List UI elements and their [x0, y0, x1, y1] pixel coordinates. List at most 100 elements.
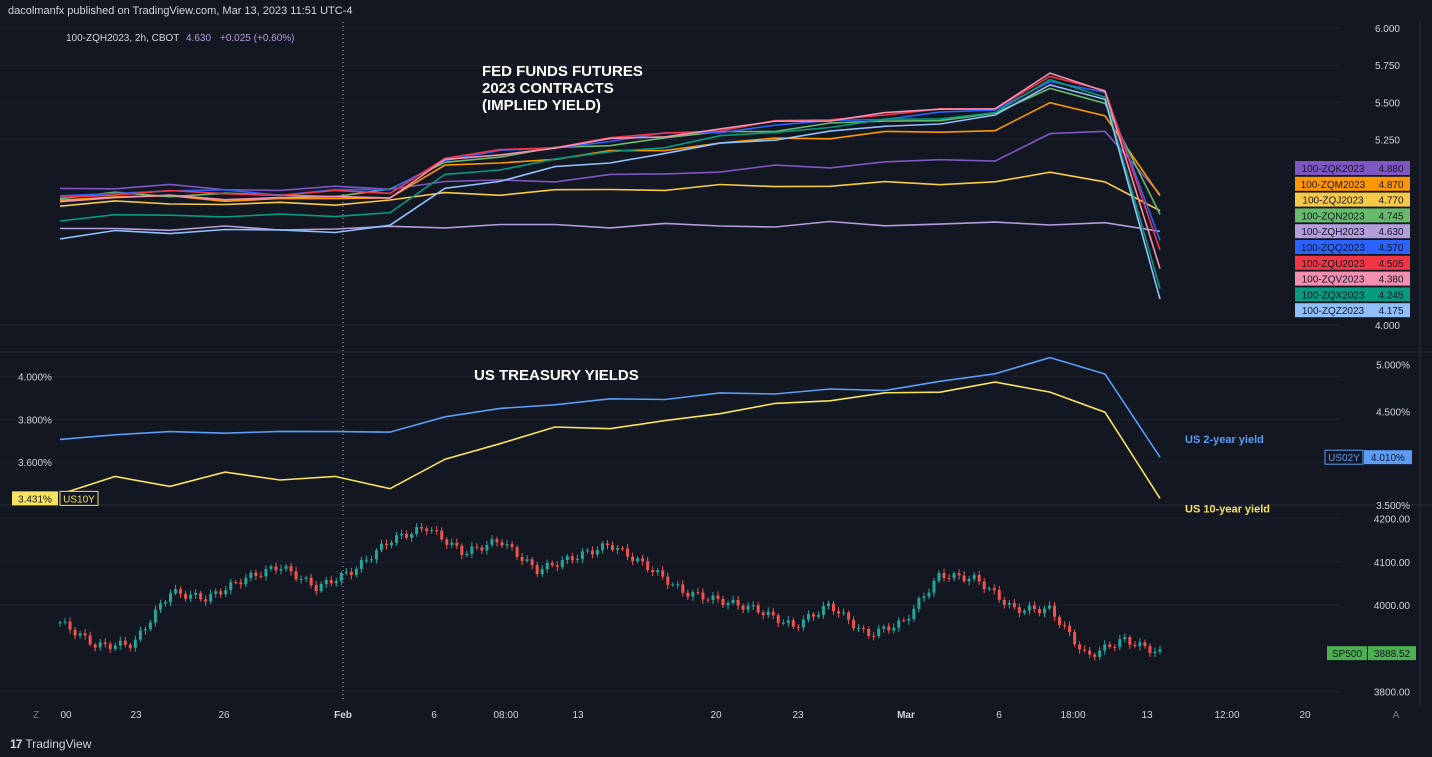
candle-body	[1098, 650, 1102, 657]
series-value-badge	[1372, 161, 1410, 175]
candle-body	[475, 546, 479, 548]
candle-body	[766, 611, 770, 616]
candle-body	[1133, 644, 1137, 647]
candle-body	[234, 582, 238, 584]
candle-body	[505, 544, 509, 546]
series-name-badge	[1295, 255, 1372, 270]
candle-body	[324, 579, 328, 584]
series-name-label: 100-ZQN2023	[1301, 211, 1365, 222]
candle-body	[927, 592, 931, 597]
candle-body	[98, 642, 102, 648]
candle-body	[651, 570, 655, 573]
series-name-badge	[1295, 192, 1372, 207]
candle-body	[616, 548, 620, 550]
series-name-label: 100-ZQV2023	[1302, 275, 1365, 286]
candle-body	[329, 579, 333, 584]
candle-body	[892, 627, 896, 631]
series-value-label: 4.245	[1378, 290, 1403, 301]
sp-y-tick: 3800.00	[1374, 687, 1411, 698]
candle-body	[1017, 607, 1021, 613]
candle-body	[430, 530, 434, 532]
candle-body	[78, 633, 82, 636]
candle-body	[786, 620, 790, 623]
candle-body	[113, 645, 117, 649]
candle-body	[239, 582, 243, 585]
us10y-value: 3.431%	[18, 494, 52, 505]
candle-body	[445, 539, 449, 545]
candle-body	[686, 592, 690, 597]
candle-body	[912, 608, 916, 619]
candle-body	[857, 628, 861, 630]
series-value-label: 4.380	[1378, 275, 1403, 286]
candle-body	[937, 572, 941, 581]
candle-body	[862, 628, 866, 630]
candle-body	[952, 573, 956, 579]
candle-body	[425, 528, 429, 532]
series-name-badge	[1295, 224, 1372, 239]
series-value-badge	[1372, 192, 1410, 207]
candle-body	[304, 577, 308, 579]
series-name-badge	[1295, 208, 1372, 223]
candle-body	[967, 578, 971, 582]
fed-y-tick: 5.750	[1375, 61, 1400, 72]
candle-body	[344, 571, 348, 573]
candle-body	[294, 571, 298, 580]
tradingview-brand: TradingView	[25, 737, 92, 751]
sp500-candles[interactable]	[58, 522, 1162, 661]
candle-body	[1002, 599, 1006, 605]
candle-body	[410, 534, 414, 538]
series-name-label: 100-ZQM2023	[1301, 180, 1366, 191]
candle-body	[530, 559, 534, 566]
x-tick: Feb	[334, 710, 352, 721]
fed-funds-series[interactable]	[59, 72, 1161, 300]
series-value-label: 4.745	[1378, 211, 1403, 222]
sp500-value: 3888.52	[1374, 649, 1411, 660]
candle-body	[374, 550, 378, 560]
us02y-name: US02Y	[1328, 453, 1360, 464]
candle-body	[711, 595, 715, 601]
series-name-label: 100-ZQX2023	[1302, 290, 1365, 301]
candle-body	[199, 592, 203, 600]
candle-body	[274, 566, 278, 571]
candle-body	[736, 599, 740, 606]
candle-body	[535, 565, 539, 574]
tradingview-logo[interactable]: 17 TradingView	[10, 737, 91, 751]
candle-body	[179, 589, 183, 594]
treasury-series-label: US 10-year yield	[1185, 503, 1270, 515]
candle-body	[656, 570, 660, 573]
candle-body	[1063, 624, 1067, 626]
candle-body	[384, 543, 388, 546]
candle-body	[842, 612, 846, 614]
x-tick: 23	[130, 710, 142, 721]
candle-body	[917, 598, 921, 609]
footer: 17 TradingView	[0, 728, 1432, 757]
header: dacolmanfx published on TradingView.com,…	[0, 0, 1432, 22]
series-name-label: 100-ZQK2023	[1302, 164, 1365, 175]
fed-series-line	[59, 101, 1161, 203]
candle-body	[796, 626, 800, 628]
candle-body	[435, 530, 439, 532]
candle-body	[932, 580, 936, 593]
candle-body	[1093, 654, 1097, 657]
candle-body	[405, 533, 409, 538]
candle-body	[229, 582, 233, 591]
treasury-series[interactable]	[59, 356, 1161, 499]
candle-body	[867, 628, 871, 636]
candle-body	[821, 606, 825, 615]
right-y-tick: 3.500%	[1376, 501, 1410, 512]
chart-area[interactable]: 6.000 5.750 5.500 5.250 4.000 100-ZQK2023 4.88…	[0, 18, 1432, 728]
series-value-badge	[1372, 208, 1410, 223]
x-tick: 6	[431, 710, 437, 721]
candle-body	[671, 584, 675, 586]
candle-body	[153, 609, 157, 623]
candle-body	[826, 603, 830, 607]
candle-body	[721, 598, 725, 606]
series-name-label: 100-ZQJ2023	[1302, 196, 1364, 207]
candle-body	[872, 635, 876, 637]
candle-body	[806, 614, 810, 620]
series-value-badge	[1372, 287, 1410, 302]
series-value-label: 4.570	[1378, 243, 1403, 254]
candle-body	[1073, 632, 1077, 645]
candle-body	[455, 542, 459, 546]
candle-body	[209, 593, 213, 602]
